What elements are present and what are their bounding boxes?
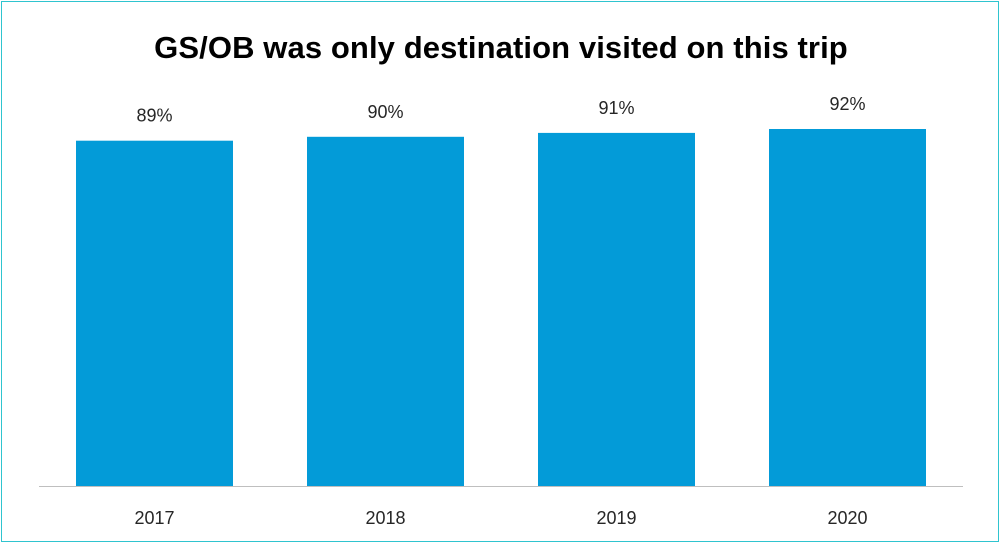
data-label-2018: 90% (367, 102, 403, 122)
chart-title: GS/OB was only destination visited on th… (154, 30, 848, 65)
data-label-2017: 89% (136, 106, 172, 126)
bar-2019 (538, 132, 695, 486)
x-tick-label-2017: 2017 (134, 508, 174, 528)
x-tick-label-2018: 2018 (365, 508, 405, 528)
bars-group (76, 129, 926, 487)
x-tick-label-2020: 2020 (827, 508, 867, 528)
bar-2017 (76, 140, 233, 486)
x-tick-label-2019: 2019 (596, 508, 636, 528)
data-labels: 89% 90% 91% 92% (136, 94, 865, 126)
data-label-2019: 91% (598, 98, 634, 118)
bar-2018 (307, 136, 464, 487)
bar-2020 (769, 129, 926, 486)
data-label-2020: 92% (829, 94, 865, 114)
x-tick-labels: 2017 2018 2019 2020 (134, 508, 867, 528)
